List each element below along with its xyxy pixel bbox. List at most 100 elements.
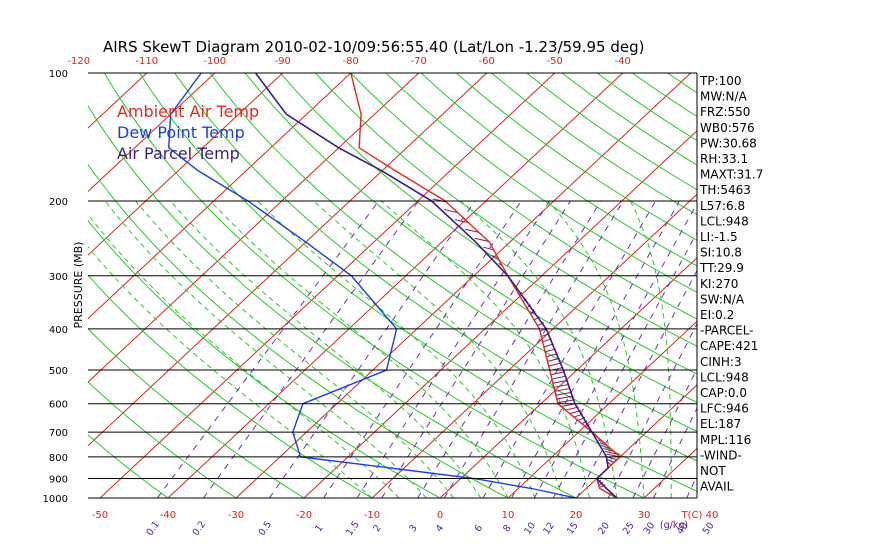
bottom-temp-tick-label: -10: [364, 510, 380, 521]
pressure-tick-label: 100: [49, 69, 68, 80]
bottom-temp-tick-label: 10: [502, 510, 515, 521]
isotherm-line: [0, 73, 11, 498]
cape-hatch-line: [454, 219, 469, 224]
cape-hatch-line: [604, 450, 618, 455]
dry-adiabat-line: [279, 73, 697, 375]
index-item: LCL:948: [700, 214, 749, 228]
mixing-ratio-label: 3: [407, 523, 419, 534]
mixing-ratio-label: 1.5: [344, 519, 362, 538]
dry-adiabat-line: [491, 73, 697, 216]
index-item: EI:0.2: [700, 308, 734, 322]
cape-hatch-line: [555, 391, 573, 396]
bottom-temp-tick-label: -40: [160, 510, 176, 521]
isotherm-line: [167, 73, 624, 498]
legend-entry: Air Parcel Temp: [117, 144, 240, 163]
mixing-ratio-label: 12: [541, 520, 557, 536]
top-temp-tick-label: -100: [203, 56, 226, 67]
pressure-tick-label: 500: [49, 366, 68, 377]
isotherm-line: [507, 320, 697, 498]
cape-hatch-line: [599, 484, 606, 489]
mixing-ratio-line: [269, 200, 476, 498]
index-item: -WIND-: [700, 448, 742, 462]
mixing-ratio-label: 4: [434, 523, 446, 534]
mixing-ratio-label: 0.1: [144, 519, 162, 538]
chart-title: AIRS SkewT Diagram 2010-02-10/09:56:55.4…: [103, 38, 644, 56]
cape-hatch-line: [491, 254, 499, 259]
bottom-temp-tick-label: 30: [638, 510, 651, 521]
isotherm-line: [88, 73, 352, 320]
cape-hatch-line: [443, 209, 458, 214]
isotherm-line: [88, 73, 216, 193]
mixing-ratio-label: 0.5: [257, 519, 275, 538]
cape-hatch-line: [548, 362, 562, 367]
legend-entry: Ambient Air Temp: [117, 102, 259, 121]
dry-adiabat-line: [244, 73, 697, 403]
cape-hatch-line: [607, 461, 612, 466]
index-item: PW:30.68: [700, 136, 757, 150]
mixing-ratio-line: [443, 200, 624, 498]
top-temp-tick-label: -120: [67, 56, 90, 67]
index-item: FRZ:550: [700, 105, 750, 119]
index-item: WB0:576: [700, 121, 755, 135]
dry-adiabat-line: [88, 105, 577, 498]
isotherm-line: [88, 73, 284, 256]
parcel-profile: [254, 73, 618, 498]
cape-hatch-line: [474, 237, 489, 242]
cape-hatch-line: [557, 399, 575, 404]
dry-adiabat-line: [209, 73, 697, 432]
cape-hatch-line: [547, 357, 560, 362]
top-temp-tick-label: -40: [615, 56, 631, 67]
index-item: CAPE:421: [700, 339, 758, 353]
isotherm-line: [575, 384, 697, 498]
index-item: AVAIL: [700, 480, 734, 494]
pressure-tick-label: 800: [49, 453, 68, 464]
isotherm-line: [780, 73, 870, 498]
mixing-ratio-label: 50: [701, 520, 717, 536]
dry-adiabat-line: [350, 73, 697, 320]
index-item: SW:N/A: [700, 292, 745, 306]
dewpoint-profile: [167, 73, 577, 498]
legend: Ambient Air Temp Dew Point Temp Air Parcel…: [117, 102, 259, 163]
index-item: MAXT:31.7: [700, 168, 763, 182]
dry-adiabat-line: [88, 434, 169, 498]
pressure-tick-label: 200: [49, 197, 68, 208]
cape-hatch-line: [603, 447, 615, 452]
pressure-tick-label: 400: [49, 325, 68, 336]
isotherm-line: [88, 73, 488, 447]
top-temp-tick-label: -50: [547, 56, 563, 67]
index-item: TT:29.9: [699, 261, 744, 275]
cape-hatch-line: [556, 395, 574, 400]
moist-adiabat-line: [104, 200, 427, 498]
mixing-ratio-line: [552, 231, 697, 498]
mixing-ratio-label: 8: [501, 523, 513, 534]
mixing-ratio-line: [511, 200, 680, 498]
index-item: SI:10.8: [700, 246, 742, 260]
index-item: EL:187: [700, 417, 741, 431]
cape-hatch-line: [552, 379, 568, 384]
index-item: TP:100: [699, 74, 742, 88]
moist-adiabat-line: [629, 200, 672, 498]
mixing-ratio-label: 30: [642, 520, 658, 536]
legend-entry: Dew Point Temp: [117, 123, 245, 142]
mixing-ratio-line: [533, 202, 697, 498]
mixing-ratio-label: 6: [473, 523, 485, 534]
moist-adiabat-line: [88, 246, 373, 498]
dry-adiabat-line: [174, 73, 697, 462]
isotherm-line: [371, 193, 697, 498]
mixing-ratio-line: [156, 200, 380, 498]
bottom-temp-tick-label: -50: [92, 510, 108, 521]
cape-hatch-line: [550, 371, 566, 376]
cape-hatch-line: [607, 459, 615, 463]
moist-adiabat-line: [460, 200, 618, 498]
top-temp-tick-label: -70: [411, 56, 427, 67]
dry-adiabat-line: [88, 274, 373, 498]
mixing-unit-label: (g/kg): [660, 520, 688, 531]
isotherm-line: [439, 257, 697, 498]
index-item: KI:270: [700, 277, 738, 291]
dry-adiabat-line: [420, 73, 697, 267]
mixing-ratio-label: 10: [522, 520, 538, 536]
dry-adiabat-line: [526, 73, 697, 191]
mixing-ratio-label: 0.2: [191, 519, 209, 538]
